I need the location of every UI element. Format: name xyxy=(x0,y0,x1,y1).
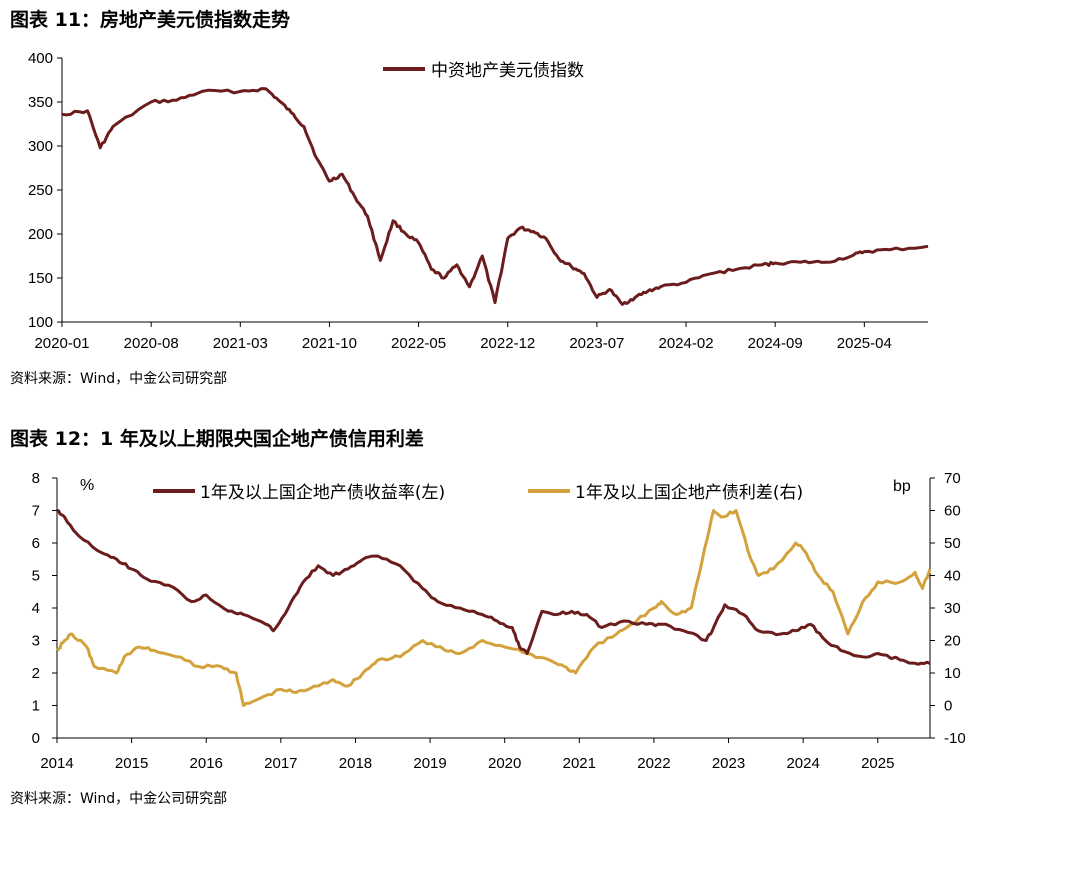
x-tick-label: 2021 xyxy=(563,755,596,772)
x-tick-label: 2023 xyxy=(712,755,745,772)
y-left-tick-label: 1 xyxy=(32,698,40,715)
y-tick-label: 350 xyxy=(28,94,53,111)
x-tick-label: 2024-09 xyxy=(748,335,803,352)
series-line-index xyxy=(61,87,929,306)
x-tick-label: 2018 xyxy=(339,755,372,772)
y-left-tick-label: 8 xyxy=(32,470,40,487)
series-line-yield xyxy=(56,509,931,666)
y-left-tick-label: 3 xyxy=(32,633,40,650)
y-right-tick-label: 40 xyxy=(944,568,961,585)
x-tick-label: 2020-01 xyxy=(34,335,89,352)
x-tick-label: 2016 xyxy=(190,755,223,772)
legend-label: 中资地产美元债指数 xyxy=(431,61,584,81)
x-tick-label: 2017 xyxy=(264,755,297,772)
y-right-tick-label: 50 xyxy=(944,535,961,552)
y-right-tick-label: 30 xyxy=(944,600,961,617)
figure-12-source: 资料来源：Wind，中金公司研究部 xyxy=(10,791,228,807)
y-right-tick-label: -10 xyxy=(944,730,966,747)
x-tick-label: 2025-04 xyxy=(837,335,892,352)
x-tick-label: 2020-08 xyxy=(124,335,179,352)
y-left-tick-label: 0 xyxy=(32,730,40,747)
x-tick-label: 2022-12 xyxy=(480,335,535,352)
figure-11-source: 资料来源：Wind，中金公司研究部 xyxy=(10,371,228,387)
x-tick-label: 2015 xyxy=(115,755,148,772)
y-right-tick-label: 20 xyxy=(944,633,961,650)
y-left-tick-label: 5 xyxy=(32,568,40,585)
y-left-tick-label: 6 xyxy=(32,535,40,552)
y-left-tick-label: 7 xyxy=(32,503,40,520)
x-tick-label: 2021-10 xyxy=(302,335,357,352)
y-right-tick-label: 10 xyxy=(944,665,961,682)
legend-label-yield: 1年及以上国企地产债收益率(左) xyxy=(200,483,445,503)
y-tick-label: 400 xyxy=(28,50,53,67)
y-left-tick-label: 4 xyxy=(32,600,40,617)
figure-12-title: 图表 12：1 年及以上期限央国企地产债信用利差 xyxy=(10,428,424,450)
x-tick-label: 2019 xyxy=(413,755,446,772)
x-tick-label: 2022 xyxy=(637,755,670,772)
legend-label-spread: 1年及以上国企地产债利差(右) xyxy=(575,483,803,503)
chart-11: 100 150 200 250 300 350 400 2020-01 2020-08 2021-… xyxy=(28,50,929,352)
y-right-tick-label: 0 xyxy=(944,698,952,715)
y-tick-label: 300 xyxy=(28,138,53,155)
chart-12: 0 1 2 3 4 5 6 7 8 -10 0 10 20 30 40 50 60 70 2014 2015 2016 2… xyxy=(32,470,966,772)
y-tick-label: 200 xyxy=(28,226,53,243)
series-line-spread xyxy=(56,509,932,707)
y-right-tick-label: 60 xyxy=(944,503,961,520)
x-tick-label: 2023-07 xyxy=(569,335,624,352)
x-tick-label: 2014 xyxy=(40,755,73,772)
y-tick-label: 150 xyxy=(28,270,53,287)
y-left-unit: % xyxy=(80,477,94,494)
x-tick-label: 2025 xyxy=(861,755,894,772)
x-tick-label: 2024-02 xyxy=(658,335,713,352)
y-tick-label: 250 xyxy=(28,182,53,199)
x-tick-label: 2020 xyxy=(488,755,521,772)
figure-11-title: 图表 11：房地产美元债指数走势 xyxy=(10,9,291,31)
x-tick-label: 2021-03 xyxy=(213,335,268,352)
y-right-unit: bp xyxy=(893,478,911,495)
x-tick-label: 2024 xyxy=(786,755,819,772)
y-right-tick-label: 70 xyxy=(944,470,961,487)
x-tick-label: 2022-05 xyxy=(391,335,446,352)
y-tick-label: 100 xyxy=(28,314,53,331)
y-left-tick-label: 2 xyxy=(32,665,40,682)
